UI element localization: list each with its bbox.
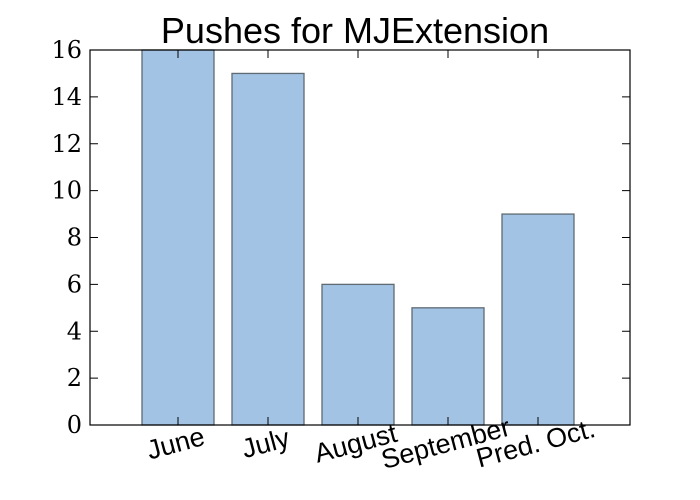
ytick-label: 4 — [67, 317, 82, 345]
ytick-label: 6 — [67, 270, 82, 298]
ytick-label: 14 — [51, 83, 82, 111]
ytick-label: 10 — [51, 177, 82, 205]
ytick-label: 8 — [67, 224, 82, 252]
ytick-label: 2 — [67, 364, 82, 392]
bar-june — [141, 49, 215, 426]
xtick-label: June — [144, 421, 208, 465]
y-axis: 0 2 4 6 8 10 12 14 16 — [51, 36, 630, 439]
chart-title: Pushes for MJExtension — [161, 10, 549, 51]
bars-group — [141, 49, 575, 426]
bar-august — [321, 283, 395, 426]
bar-july — [231, 72, 305, 426]
ytick-label: 16 — [51, 36, 82, 64]
bar-pred-oct — [501, 213, 575, 426]
ytick-label: 0 — [67, 411, 82, 439]
ytick-label: 12 — [51, 130, 82, 158]
bar-september — [411, 307, 485, 426]
xtick-label: July — [239, 422, 294, 464]
